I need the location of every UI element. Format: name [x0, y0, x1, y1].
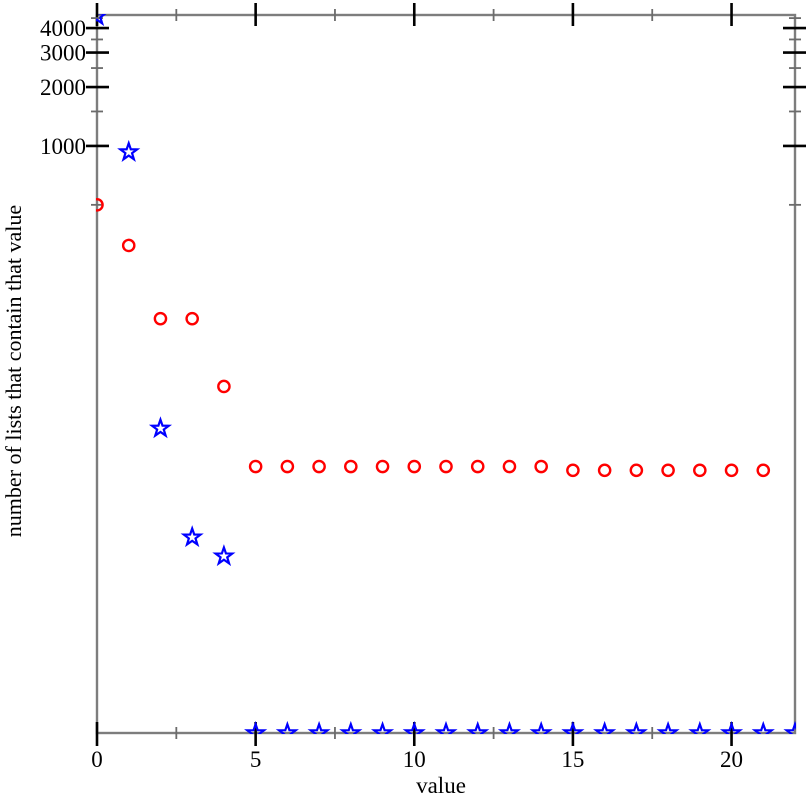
data-point-star	[212, 544, 236, 567]
data-point-circle	[661, 463, 675, 478]
data-point-star	[244, 720, 268, 734]
plot-frame	[95, 13, 797, 735]
data-point-circle	[312, 459, 326, 474]
data-point-star	[656, 720, 680, 734]
data-point-star	[117, 139, 141, 162]
data-point-circle	[344, 459, 358, 474]
data-layer	[96, 14, 796, 734]
data-point-star	[529, 720, 553, 734]
data-point-star	[148, 416, 173, 439]
data-point-circle	[153, 311, 168, 326]
x-tick-label: 10	[403, 747, 426, 772]
data-point-star	[783, 720, 796, 734]
data-point-star	[339, 720, 363, 734]
data-point-star	[466, 720, 490, 734]
data-point-star	[275, 720, 299, 734]
data-point-circle	[96, 198, 104, 212]
data-point-circle	[407, 459, 422, 474]
y-tick-label: 3000	[40, 41, 86, 66]
data-point-circle	[375, 459, 390, 474]
data-point-star	[719, 720, 744, 734]
data-point-circle	[693, 463, 707, 478]
y-axis-title: number of lists that contain that value	[1, 204, 26, 538]
data-point-star	[180, 525, 204, 548]
data-point-circle	[121, 238, 136, 253]
data-point-star	[688, 720, 712, 734]
data-point-star	[497, 720, 522, 734]
data-point-circle	[217, 379, 231, 394]
data-point-star	[561, 720, 585, 734]
data-point-circle	[756, 463, 771, 478]
data-point-star	[402, 720, 426, 734]
data-point-circle	[439, 459, 453, 474]
data-point-star	[624, 720, 648, 734]
data-point-circle	[280, 459, 295, 474]
y-tick-label: 4000	[40, 16, 86, 41]
x-tick-label: 5	[250, 747, 262, 772]
data-point-circle	[502, 459, 517, 474]
data-point-circle	[566, 463, 580, 478]
data-point-circle	[724, 463, 739, 478]
data-point-circle	[248, 459, 263, 474]
data-point-star	[96, 14, 107, 27]
data-point-star	[434, 720, 458, 734]
x-tick-label: 15	[561, 747, 584, 772]
data-point-circle	[534, 459, 548, 474]
data-point-circle	[470, 459, 485, 474]
x-axis-title: value	[416, 773, 466, 798]
data-point-star	[307, 720, 331, 734]
y-tick-label: 1000	[40, 134, 86, 159]
data-point-circle	[185, 311, 199, 326]
data-point-circle	[597, 463, 612, 478]
data-point-star	[593, 720, 617, 734]
data-point-star	[370, 720, 395, 734]
y-tick-label: 2000	[40, 75, 86, 100]
x-tick-label: 20	[720, 747, 743, 772]
data-point-star	[751, 720, 775, 734]
x-tick-label: 0	[91, 747, 103, 772]
data-point-circle	[629, 463, 644, 478]
